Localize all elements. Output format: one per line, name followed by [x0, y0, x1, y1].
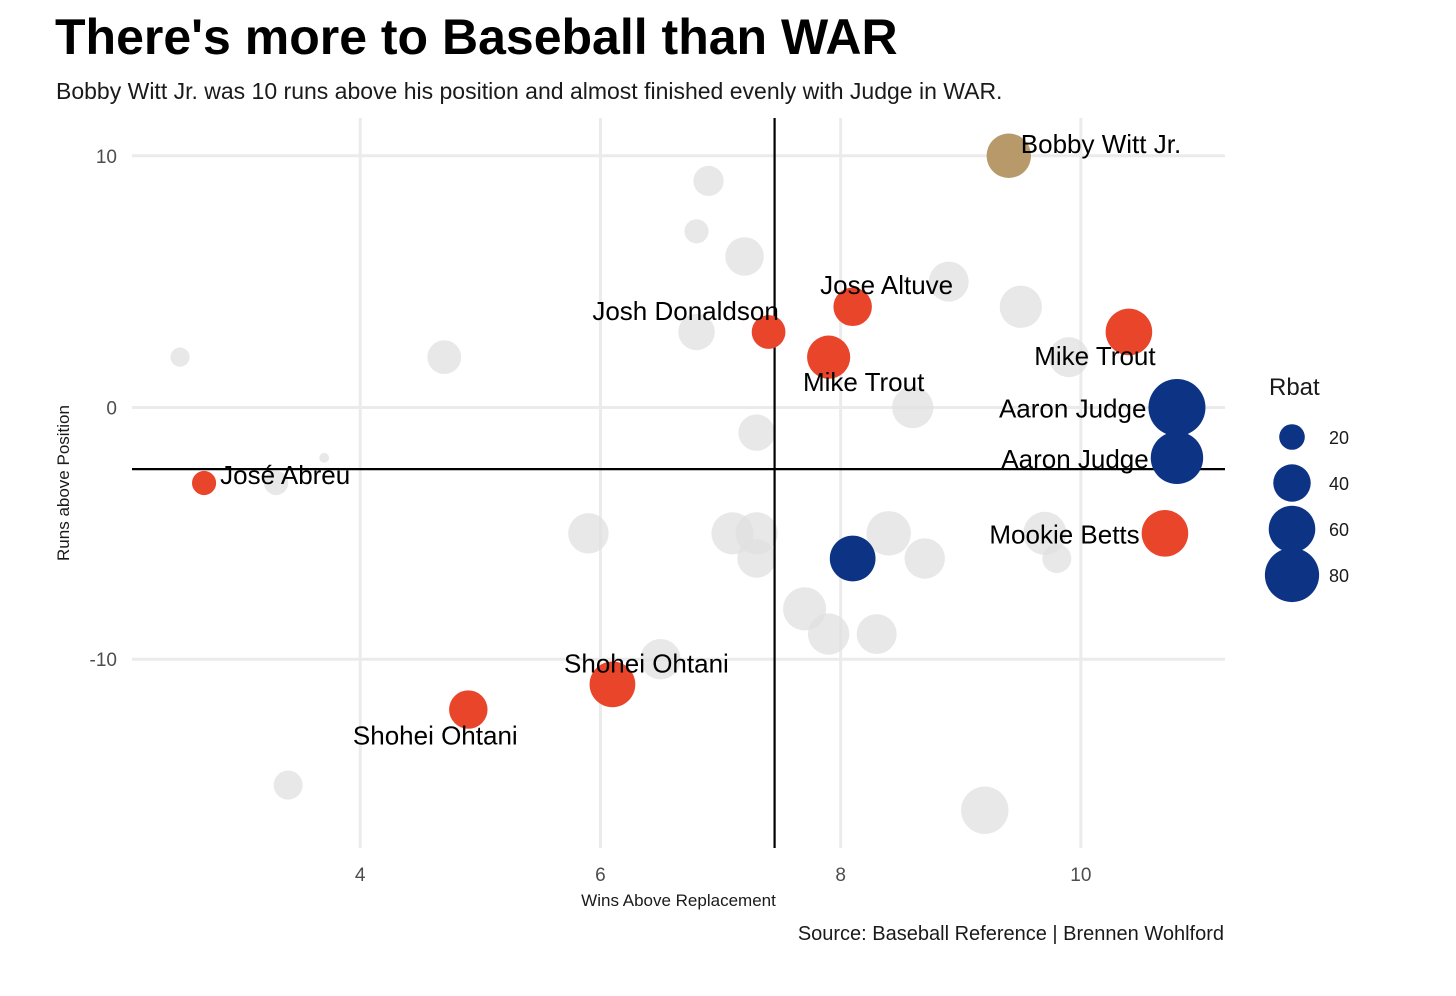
background-point [640, 639, 681, 680]
x-tick-label: 6 [595, 865, 606, 886]
legend-key [1273, 464, 1311, 502]
chart-title: There's more to Baseball than WAR [55, 9, 898, 65]
background-point [856, 614, 897, 655]
legend-key [1279, 424, 1305, 450]
background-point [273, 770, 303, 800]
point-label: Mookie Betts [989, 519, 1139, 549]
point-label: Shohei Ohtani [564, 648, 729, 678]
source-caption: Source: Baseball Reference | Brennen Woh… [797, 923, 1224, 945]
chart-subtitle: Bobby Witt Jr. was 10 runs above his pos… [56, 78, 1003, 104]
y-tick-label: -10 [90, 650, 117, 671]
legend-label: 80 [1329, 566, 1349, 586]
point-label: José Abreu [220, 460, 350, 490]
legend-label: 60 [1329, 520, 1349, 540]
point-label: Aaron Judge [1001, 444, 1148, 474]
background-point [170, 347, 190, 367]
x-axis-title: Wins Above Replacement [581, 891, 776, 910]
background-point [866, 511, 911, 556]
background-point [807, 613, 850, 655]
highlighted-point [807, 335, 851, 379]
background-point [737, 539, 776, 578]
highlighted-point [449, 690, 488, 729]
point-label: Mike Trout [803, 367, 925, 397]
highlighted-point [986, 133, 1032, 178]
point-label: Jose Altuve [820, 270, 953, 300]
background-point [693, 165, 724, 197]
highlighted-point [191, 470, 217, 496]
highlighted-point [833, 287, 872, 327]
x-tick-label: 10 [1070, 865, 1091, 886]
background-point [892, 386, 934, 429]
background-point [568, 513, 609, 554]
highlighted-point [1105, 308, 1153, 356]
x-tick-label: 8 [835, 865, 846, 886]
background-point [738, 414, 775, 451]
legend-label: 20 [1329, 428, 1349, 448]
legend-key [1268, 505, 1316, 553]
axis-ticks: 4 6 8 10 10 0 -10 [90, 147, 1092, 886]
y-tick-label: 0 [106, 398, 117, 419]
highlighted-point [829, 535, 876, 582]
legend-title: Rbat [1269, 374, 1320, 401]
x-tick-label: 4 [355, 865, 366, 886]
highlighted-point [1141, 510, 1189, 557]
background-points [170, 165, 1089, 834]
background-point [999, 285, 1042, 328]
background-point [1042, 544, 1072, 574]
highlighted-point [1150, 431, 1204, 485]
background-point [961, 786, 1009, 834]
point-label: Aaron Judge [999, 393, 1146, 423]
background-point [427, 340, 462, 375]
background-point [684, 219, 709, 244]
background-point [1048, 337, 1089, 378]
highlighted-point [751, 315, 786, 349]
point-label: Shohei Ohtani [353, 721, 518, 751]
legend-key [1264, 547, 1320, 603]
point-labels: Bobby Witt Jr. Jose Altuve Josh Donaldson M… [220, 129, 1181, 751]
background-point [904, 538, 945, 579]
background-point [319, 452, 330, 463]
point-label: Josh Donaldson [592, 296, 778, 326]
y-axis-title: Runs above Position [54, 405, 73, 561]
point-label: Bobby Witt Jr. [1021, 129, 1181, 159]
reference-lines [132, 118, 1225, 848]
point-label: Mike Trout [1034, 341, 1156, 371]
highlighted-points [191, 133, 1206, 729]
y-tick-label: 10 [96, 147, 117, 168]
size-legend: Rbat 20 40 60 80 [1264, 374, 1349, 603]
legend-label: 40 [1329, 474, 1349, 494]
highlighted-point [589, 661, 636, 708]
highlighted-point [1148, 378, 1206, 437]
background-point [678, 313, 715, 351]
background-point [928, 261, 969, 302]
background-point [264, 470, 289, 496]
background-point [725, 237, 764, 276]
